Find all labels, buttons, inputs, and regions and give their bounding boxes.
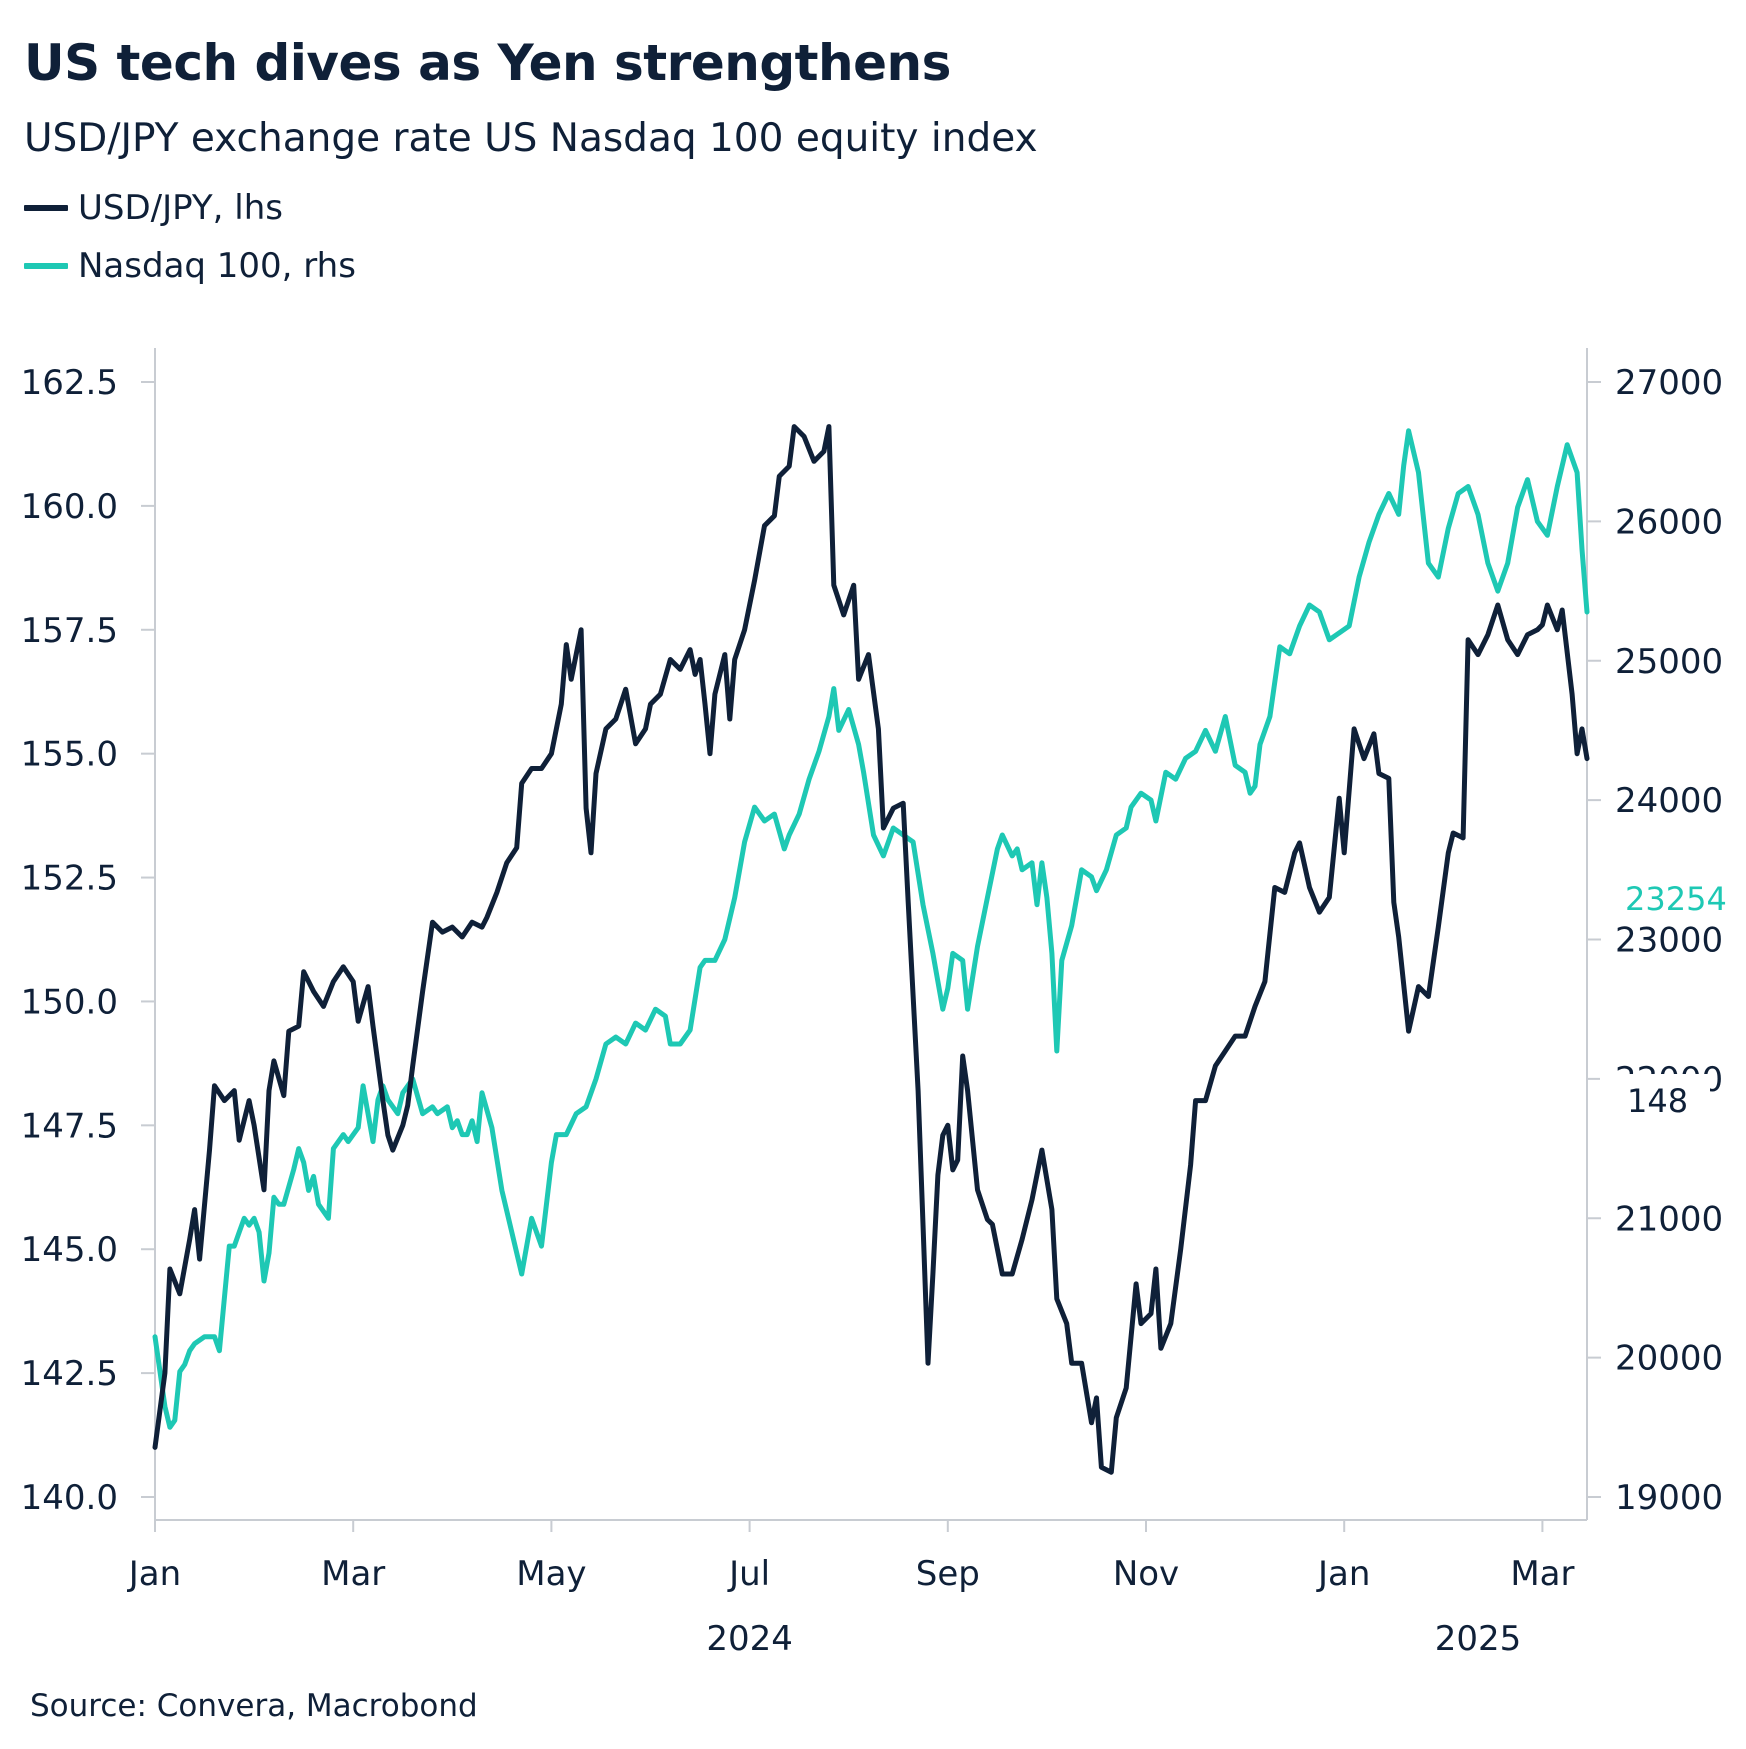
nasdaq-end-label: 23254 xyxy=(1625,880,1727,918)
right-tick-label: 26000 xyxy=(1615,502,1723,542)
x-year-label: 2024 xyxy=(706,1619,793,1659)
legend-swatch-nasdaq xyxy=(24,263,68,269)
usdjpy-end-label-bg xyxy=(1600,1074,1710,1130)
right-tick-label: 21000 xyxy=(1615,1199,1723,1239)
left-tick-label: 142.5 xyxy=(21,1354,118,1394)
left-tick-label: 140.0 xyxy=(21,1478,118,1518)
left-tick-label: 162.5 xyxy=(21,363,118,403)
legend-swatch-usdjpy xyxy=(24,205,68,211)
nasdaq-line xyxy=(152,428,1590,1430)
right-tick-label: 25000 xyxy=(1615,642,1723,682)
x-tick-label: Nov xyxy=(1113,1554,1179,1594)
x-tick-label: Mar xyxy=(321,1554,385,1594)
chart-title: US tech dives as Yen strengthens xyxy=(24,34,951,92)
right-tick-label: 24000 xyxy=(1615,781,1723,821)
source-note: Source: Convera, Macrobond xyxy=(30,1688,478,1724)
x-tick-label: May xyxy=(516,1554,586,1594)
x-tick-label: Jul xyxy=(727,1554,770,1594)
chart-subtitle: USD/JPY exchange rate US Nasdaq 100 equi… xyxy=(24,116,1038,161)
usdjpy-end-label: 148 xyxy=(1627,1082,1688,1120)
left-tick-label: 152.5 xyxy=(21,859,118,899)
nasdaq-end-label-bg xyxy=(1622,876,1732,920)
right-tick-label: 19000 xyxy=(1615,1478,1723,1518)
usdjpy-line xyxy=(152,424,1590,1475)
left-tick-label: 157.5 xyxy=(21,611,118,651)
legend-label-usdjpy: USD/JPY, lhs xyxy=(78,188,283,228)
left-tick-label: 147.5 xyxy=(21,1106,118,1146)
x-tick-label: Mar xyxy=(1510,1554,1574,1594)
legend-label-nasdaq: Nasdaq 100, rhs xyxy=(78,246,356,286)
left-tick-label: 150.0 xyxy=(21,982,118,1022)
legend-item-usdjpy: USD/JPY, lhs xyxy=(24,188,283,228)
x-tick-label: Jan xyxy=(127,1554,181,1594)
legend-item-nasdaq: Nasdaq 100, rhs xyxy=(24,246,356,286)
left-tick-label: 155.0 xyxy=(21,735,118,775)
left-tick-label: 145.0 xyxy=(21,1230,118,1270)
x-tick-label: Sep xyxy=(916,1554,980,1594)
x-tick-label: Jan xyxy=(1316,1554,1370,1594)
x-year-label: 2025 xyxy=(1435,1619,1522,1659)
right-tick-label: 20000 xyxy=(1615,1339,1723,1379)
right-tick-label: 27000 xyxy=(1615,363,1723,403)
left-tick-label: 160.0 xyxy=(21,487,118,527)
right-tick-label: 23000 xyxy=(1615,921,1723,961)
